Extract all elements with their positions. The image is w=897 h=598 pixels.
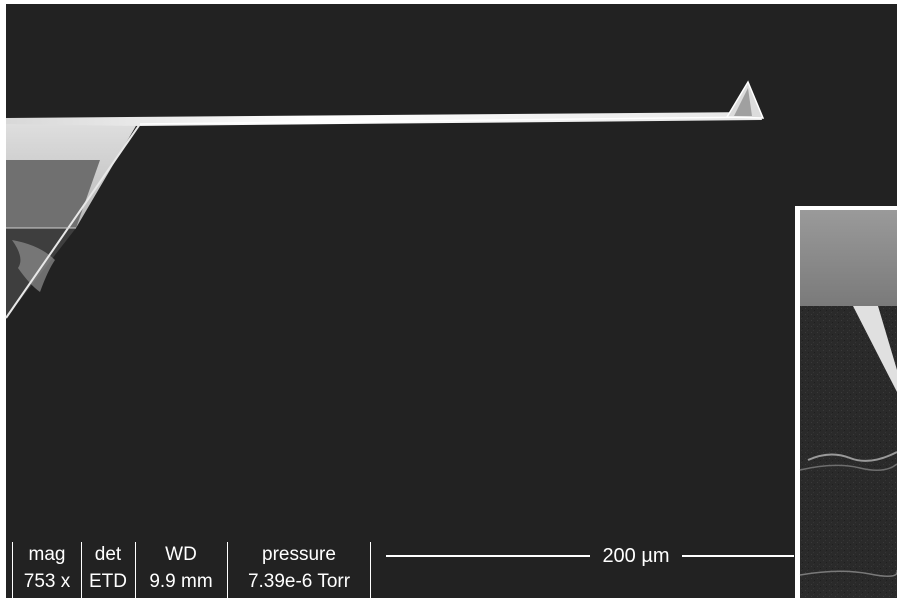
scale-bar-line-left <box>386 555 590 557</box>
cantilever-beam <box>6 112 762 126</box>
inset-image <box>795 206 897 598</box>
scale-bar-label: 200 µm <box>602 545 670 567</box>
image-background <box>6 4 897 598</box>
chip-body <box>5 119 141 319</box>
scale-bar-line-right <box>682 555 794 557</box>
